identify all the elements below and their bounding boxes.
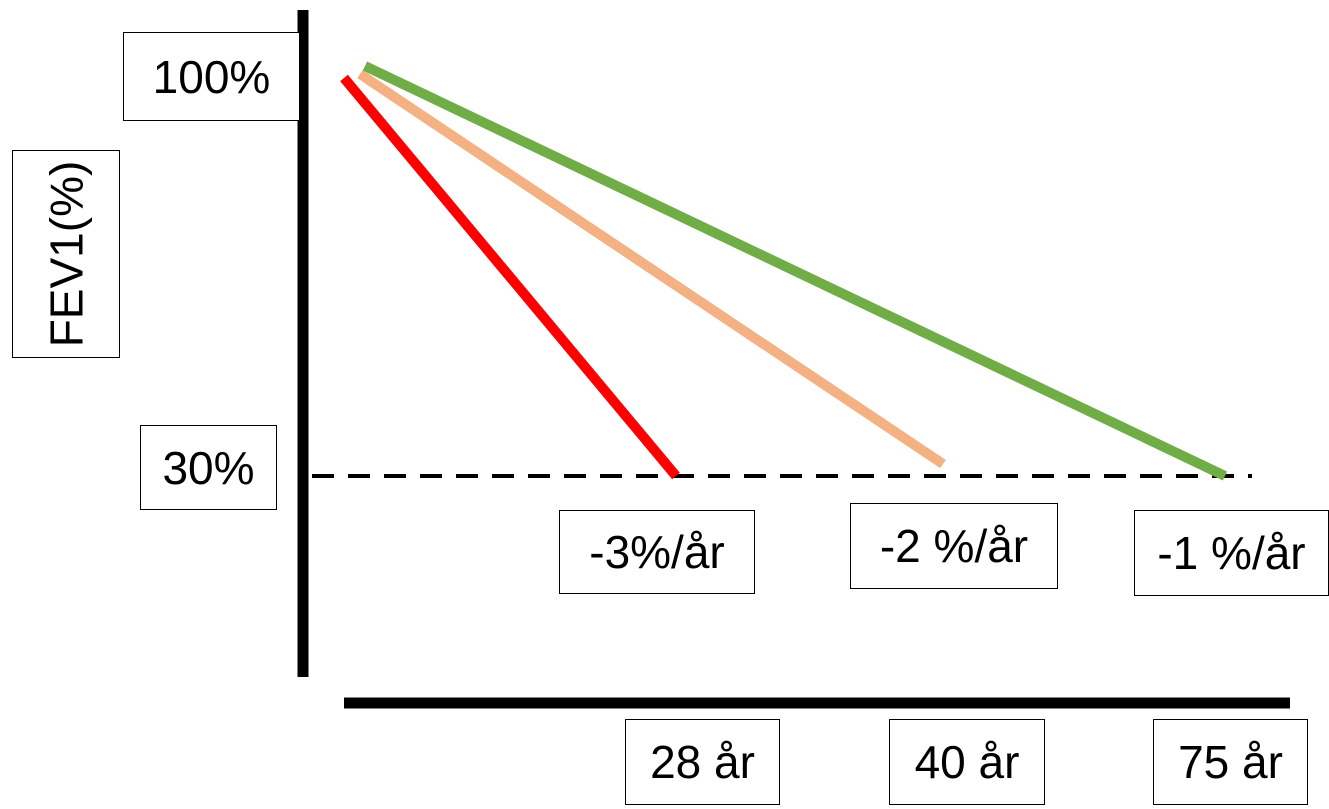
y-tick-label-30: 30% — [140, 425, 277, 510]
series-line-decline-2 — [357, 69, 946, 469]
x-tick-label-28: 28 år — [625, 719, 780, 805]
series-line-decline-3 — [340, 74, 680, 480]
y-axis-label: FEV1(%) — [40, 160, 92, 348]
series-label-decline-3: -3%/år — [559, 510, 755, 594]
x-tick-label-40: 40 år — [889, 719, 1045, 805]
series-label-decline-1: -1 %/år — [1134, 510, 1329, 596]
x-tick-label-75: 75 år — [1153, 719, 1308, 805]
y-tick-label-100: 100% — [123, 32, 300, 121]
series-label-decline-2: -2 %/år — [850, 503, 1058, 589]
series-line-decline-1 — [362, 61, 1228, 481]
y-axis-label-box: FEV1(%) — [12, 150, 120, 358]
